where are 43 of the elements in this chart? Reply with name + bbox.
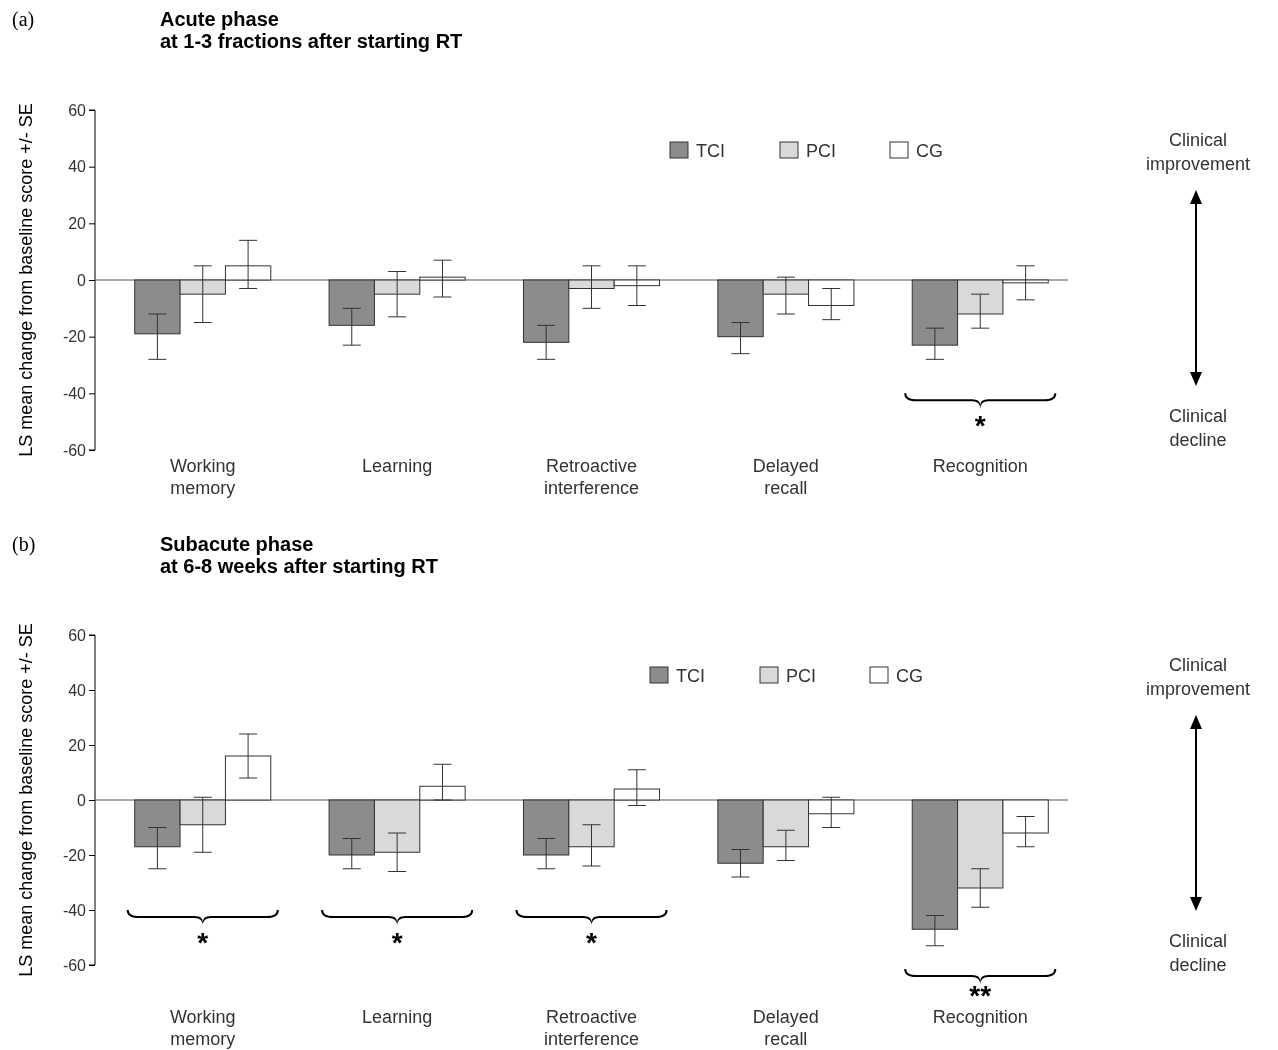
text: Clinical improvement: [1145, 655, 1251, 699]
annotation: *: [586, 927, 598, 958]
text: Clinical decline: [1168, 406, 1228, 450]
y-tick-label: -40: [62, 901, 87, 919]
legend-label: PCI: [786, 666, 817, 686]
x-tick-label: Working memory: [169, 1007, 236, 1049]
x-tick-label: Working memory: [169, 456, 236, 498]
annotation: *: [197, 927, 209, 958]
chart-title: Acute phase at 1-3 fractions after starting RT: [160, 8, 463, 52]
y-tick-label: 20: [68, 214, 87, 232]
legend-label: TCI: [676, 666, 705, 686]
x-tick-label: Learning: [362, 456, 433, 476]
y-tick-label: -20: [62, 328, 87, 346]
x-tick-label: Delayed recall: [752, 456, 819, 498]
y-tick-label: 40: [68, 158, 87, 176]
legend-label: CG: [896, 666, 923, 686]
x-tick-label: Learning: [362, 1007, 433, 1027]
text: (b): [12, 533, 36, 556]
y-axis-title: LS mean change from baseline score +/- SE: [16, 623, 36, 977]
y-tick-label: 0: [77, 271, 87, 289]
y-tick-label: -40: [62, 384, 87, 402]
chart-title: Subacute phase at 6-8 weeks after starting RT: [160, 533, 438, 577]
y-tick-label: 20: [68, 736, 87, 754]
text: Clinical improvement: [1145, 130, 1251, 174]
text: Clinical decline: [1168, 931, 1228, 975]
y-tick-label: 0: [77, 791, 87, 809]
y-tick-label: 60: [68, 101, 87, 119]
text: (a): [12, 8, 35, 31]
legend-label: TCI: [696, 141, 725, 161]
annotation: *: [391, 927, 403, 958]
y-tick-label: 40: [68, 681, 87, 699]
x-tick-label: Retroactive interference: [543, 456, 640, 498]
y-tick-label: -20: [62, 846, 87, 864]
annotation: *: [974, 410, 986, 442]
y-axis-title: LS mean change from baseline score +/- SE: [16, 103, 36, 457]
y-tick-label: -60: [62, 441, 87, 459]
y-tick-label: -60: [62, 956, 87, 974]
x-tick-label: Delayed recall: [752, 1007, 819, 1049]
legend-label: CG: [916, 141, 943, 161]
y-tick-label: 60: [68, 626, 87, 644]
x-tick-label: Recognition: [932, 456, 1028, 476]
legend-label: PCI: [806, 141, 837, 161]
x-tick-label: Retroactive interference: [543, 1007, 640, 1049]
